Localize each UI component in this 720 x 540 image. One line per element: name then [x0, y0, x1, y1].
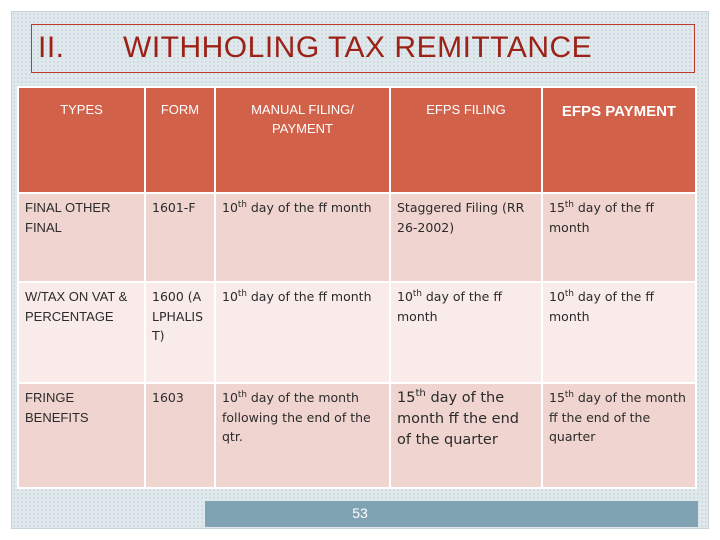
header-efps-payment: EFPS PAYMENT — [541, 86, 697, 194]
cell-efps-payment: 10th day of the ff month — [541, 281, 697, 384]
table-row: W/TAX ON VAT & PERCENTAGE 1600 (ALPHALIS… — [17, 281, 697, 384]
cell-form: 1603 — [144, 382, 216, 489]
cell-form: 1600 (ALPHALIST) — [144, 281, 216, 384]
cell-manual: 10th day of the ff month — [214, 281, 391, 384]
cell-type: FRINGE BENEFITS — [17, 382, 146, 489]
header-row: TYPES FORM MANUAL FILING/ PAYMENT EFPS F… — [17, 86, 697, 194]
table-row: FINAL OTHER FINAL 1601-F 10th day of the… — [17, 192, 697, 283]
cell-manual: 10th day of the ff month — [214, 192, 391, 283]
slide-title: WITHHOLING TAX REMITTANCE — [123, 31, 593, 64]
cell-efps-filing: 15th day of the month ff the end of the … — [389, 382, 543, 489]
cell-form: 1601-F — [144, 192, 216, 283]
cell-type: FINAL OTHER FINAL — [17, 192, 146, 283]
header-form: FORM — [144, 86, 216, 194]
section-number: II. — [38, 31, 65, 64]
header-types: TYPES — [17, 86, 146, 194]
cell-efps-filing: 10th day of the ff month — [389, 281, 543, 384]
header-manual-filing: MANUAL FILING/ PAYMENT — [214, 86, 391, 194]
cell-efps-payment: 15th day of the month ff the end of the … — [541, 382, 697, 489]
cell-manual: 10th day of the month following the end … — [214, 382, 391, 489]
cell-type: W/TAX ON VAT & PERCENTAGE — [17, 281, 146, 384]
header-efps-filing: EFPS FILING — [389, 86, 543, 194]
page-number: 53 — [352, 505, 368, 521]
cell-efps-filing: Staggered Filing (RR 26-2002) — [389, 192, 543, 283]
footer-bar — [205, 501, 698, 527]
table-row: FRINGE BENEFITS 1603 10th day of the mon… — [17, 382, 697, 489]
cell-type-text: FINAL OTHER FINAL — [25, 200, 111, 235]
cell-efps-payment: 15th day of the ff month — [541, 192, 697, 283]
remittance-table: TYPES FORM MANUAL FILING/ PAYMENT EFPS F… — [17, 86, 697, 489]
title-box: II. WITHHOLING TAX REMITTANCE — [31, 24, 695, 73]
